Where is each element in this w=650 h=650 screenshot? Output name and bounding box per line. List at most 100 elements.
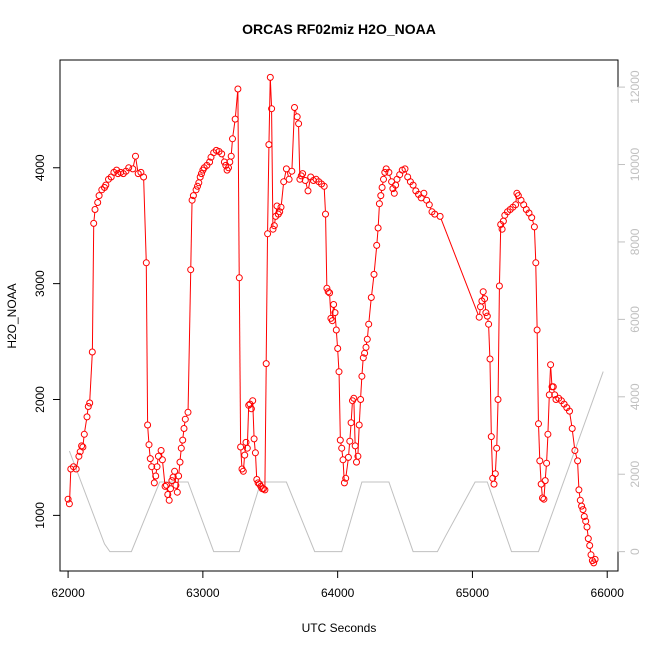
y-tick-label: 2000 bbox=[33, 386, 47, 413]
h2o-data-point bbox=[362, 343, 370, 351]
h2o-data-point bbox=[591, 555, 599, 563]
h2o-line-segment bbox=[376, 230, 379, 243]
h2o-data-point bbox=[251, 449, 259, 457]
h2o-data-point bbox=[377, 192, 385, 200]
h2o-data-point bbox=[187, 266, 195, 274]
h2o-data-point bbox=[241, 451, 249, 459]
h2o-data-point bbox=[365, 320, 373, 328]
h2o-data-point bbox=[551, 391, 559, 399]
h2o-line-segment bbox=[367, 327, 369, 337]
h2o-data-point bbox=[544, 430, 552, 438]
h2o-line-segment bbox=[187, 272, 192, 410]
h2o-line-segment bbox=[238, 280, 242, 445]
h2o-data-point bbox=[163, 481, 170, 489]
h2o-data-point bbox=[541, 477, 549, 485]
h2o-data-point bbox=[181, 415, 189, 423]
h2o-data-point bbox=[90, 219, 98, 227]
y2-tick-label: 8000 bbox=[628, 228, 642, 255]
h2o-line-segment bbox=[358, 402, 361, 423]
h2o-line-segment bbox=[89, 354, 93, 401]
h2o-line-segment bbox=[325, 217, 328, 286]
h2o-line-segment bbox=[497, 288, 500, 397]
h2o-line-segment bbox=[368, 300, 372, 322]
h2o-line-segment bbox=[84, 419, 87, 432]
h2o-line-segment bbox=[267, 147, 270, 231]
h2o-data-point bbox=[140, 173, 148, 181]
h2o-line-segment bbox=[179, 451, 182, 460]
h2o-data-point bbox=[83, 413, 91, 421]
h2o-line-segment bbox=[156, 459, 159, 464]
h2o-data-point bbox=[125, 164, 133, 172]
h2o-data-point bbox=[72, 465, 80, 473]
h2o-data-point bbox=[145, 441, 153, 449]
h2o-data-point bbox=[78, 442, 86, 450]
h2o-data-point bbox=[331, 309, 339, 317]
h2o-data-point bbox=[148, 463, 156, 471]
h2o-line-segment bbox=[230, 141, 233, 154]
x-tick-label: 65000 bbox=[456, 586, 490, 600]
h2o-data-point bbox=[268, 105, 276, 113]
h2o-data-point bbox=[260, 485, 267, 493]
h2o-data-point bbox=[261, 486, 269, 494]
h2o-data-point bbox=[358, 372, 366, 380]
h2o-data-point bbox=[328, 317, 336, 325]
h2o-line-segment bbox=[155, 469, 158, 474]
h2o-line-segment bbox=[496, 402, 499, 446]
h2o-data-point bbox=[172, 481, 180, 489]
h2o-line-segment bbox=[286, 171, 289, 177]
h2o-line-segment bbox=[569, 414, 573, 426]
h2o-data-point bbox=[237, 443, 245, 451]
h2o-line-segment bbox=[264, 366, 267, 487]
h2o-line-segment bbox=[348, 444, 350, 455]
h2o-data-point bbox=[590, 559, 598, 567]
h2o-line-segment bbox=[550, 367, 553, 384]
h2o-data-point bbox=[235, 274, 243, 282]
h2o-line-segment bbox=[373, 248, 377, 272]
h2o-data-point bbox=[528, 214, 536, 222]
h2o-line-segment bbox=[252, 403, 255, 436]
h2o-data-point bbox=[401, 165, 409, 173]
h2o-data-point bbox=[146, 455, 154, 463]
h2o-line-segment bbox=[515, 196, 518, 202]
h2o-line-segment bbox=[337, 351, 340, 369]
h2o-line-segment bbox=[135, 159, 139, 171]
h2o-data-point bbox=[357, 396, 365, 403]
h2o-data-point bbox=[250, 435, 258, 443]
h2o-line-segment bbox=[69, 471, 72, 501]
h2o-data-point bbox=[291, 104, 298, 111]
h2o-data-point bbox=[188, 196, 196, 204]
h2o-data-point bbox=[75, 452, 83, 460]
h2o-data-point bbox=[320, 182, 328, 190]
h2o-line-segment bbox=[336, 332, 338, 346]
h2o-data-point bbox=[91, 206, 99, 213]
chart-title: ORCAS RF02miz H2O_NOAA bbox=[242, 21, 436, 37]
h2o-data-point bbox=[273, 202, 281, 210]
h2o-data-point bbox=[335, 368, 343, 376]
h2o-data-point bbox=[351, 442, 359, 450]
h2o-line-segment bbox=[323, 189, 326, 212]
h2o-line-segment bbox=[162, 462, 166, 484]
h2o-line-segment bbox=[546, 437, 549, 461]
h2o-line-segment bbox=[544, 466, 547, 478]
h2o-line-segment bbox=[499, 227, 502, 284]
h2o-line-segment bbox=[147, 427, 150, 442]
h2o-data-point bbox=[537, 480, 545, 488]
h2o-line-segment bbox=[389, 175, 392, 179]
h2o-data-point bbox=[243, 444, 251, 452]
h2o-line-segment bbox=[143, 179, 147, 260]
h2o-data-point bbox=[189, 192, 197, 200]
h2o-line-segment bbox=[161, 453, 163, 457]
h2o-data-point bbox=[490, 480, 498, 488]
h2o-data-point bbox=[479, 288, 487, 296]
h2o-data-point bbox=[231, 115, 239, 123]
h2o-data-point bbox=[192, 186, 200, 194]
h2o-data-point bbox=[95, 192, 103, 200]
h2o-data-point bbox=[299, 170, 307, 178]
h2o-data-point bbox=[276, 208, 284, 216]
h2o-data-point bbox=[491, 470, 499, 478]
h2o-line-segment bbox=[357, 427, 360, 454]
h2o-line-segment bbox=[93, 212, 96, 221]
h2o-data-point bbox=[574, 457, 582, 465]
h2o-data-point bbox=[436, 212, 444, 220]
